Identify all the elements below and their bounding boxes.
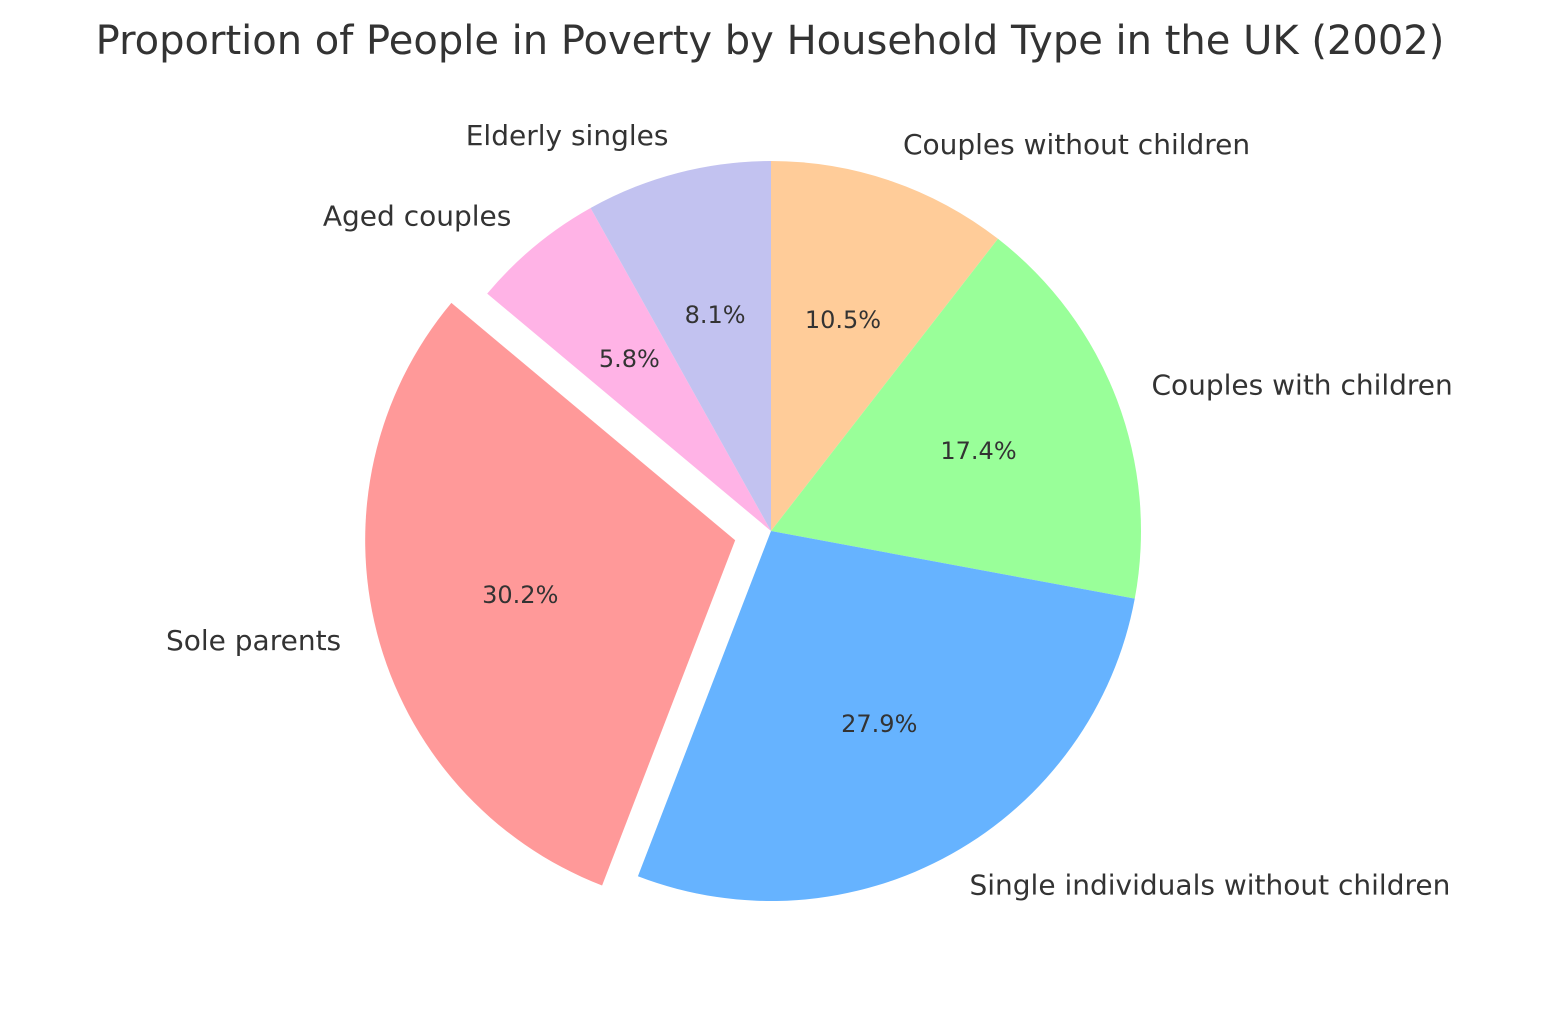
slice-label-sole-parents: Sole parents <box>166 624 341 657</box>
pie-slice-couples-without-children <box>771 161 998 531</box>
slice-percent-single-individuals-without-children: 27.9% <box>841 710 917 738</box>
pie-slices <box>365 161 1141 901</box>
slice-label-couples-without-children: Couples without children <box>903 128 1250 161</box>
slice-label-elderly-singles: Elderly singles <box>466 119 669 152</box>
slice-label-aged-couples: Aged couples <box>323 200 511 233</box>
pie-slice-sole-parents <box>365 302 736 886</box>
pie-slice-single-individuals-without-children <box>637 531 1135 901</box>
pie-slice-aged-couples <box>487 207 771 531</box>
slice-percent-sole-parents: 30.2% <box>482 581 558 609</box>
pie-slice-elderly-singles <box>590 161 771 531</box>
pie-labels: Couples without children 10.5% Couples wit… <box>166 119 1453 901</box>
slice-label-single-individuals-without-children: Single individuals without children <box>969 868 1450 901</box>
slice-percent-aged-couples: 5.8% <box>599 345 660 373</box>
pie-slice-couples-with-children <box>771 238 1141 599</box>
slice-percent-couples-with-children: 17.4% <box>940 437 1016 465</box>
slice-percent-couples-without-children: 10.5% <box>805 306 881 334</box>
slice-percent-elderly-singles: 8.1% <box>685 301 746 329</box>
chart-title: Proportion of People in Poverty by House… <box>96 18 1445 64</box>
slice-label-couples-with-children: Couples with children <box>1151 368 1452 401</box>
